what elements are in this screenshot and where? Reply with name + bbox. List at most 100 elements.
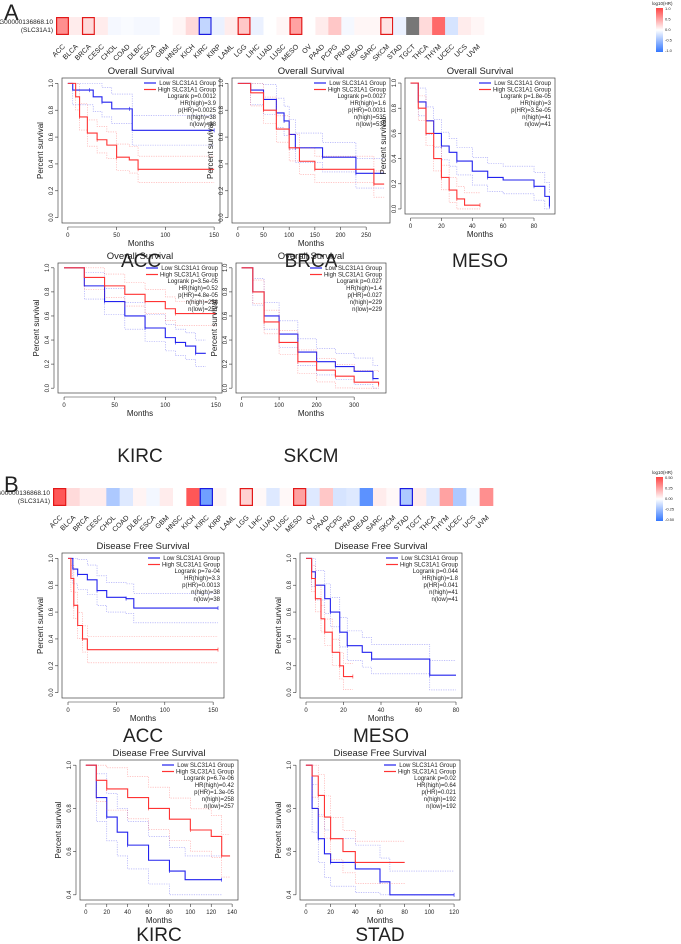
y-tick-label: 0.6	[287, 607, 293, 616]
row-label: ENSG00000136868.10	[0, 490, 50, 497]
plot-title: Overall Survival	[108, 66, 175, 77]
heatmap-cell	[199, 488, 214, 506]
y-tick-label: 0.2	[45, 359, 51, 368]
stat-text: Logrank p=0.027	[337, 279, 383, 285]
ci-line	[306, 558, 353, 664]
ci-line	[64, 267, 206, 367]
x-axis-label: Months	[368, 714, 394, 723]
significance-box	[293, 488, 307, 507]
stat-text: Logrank p=0.02	[414, 776, 457, 782]
stat-text: n(low)=535	[356, 122, 387, 128]
heatmap-cell	[306, 488, 320, 506]
stat-text: Logrank p=0.044	[413, 569, 459, 575]
ci-line	[85, 764, 231, 836]
y-tick-label: 0.6	[287, 847, 293, 856]
y-tick-label: 0.6	[219, 132, 225, 141]
x-tick-label: 80	[453, 708, 460, 714]
significance-box	[239, 488, 253, 507]
legend-entry: High SLC31A1 Group	[400, 563, 459, 569]
stat-text: p(HR)=0.0025	[178, 108, 217, 114]
heatmap-cell	[239, 488, 254, 506]
heatmap-cell	[399, 488, 414, 506]
y-tick-label: 0.4	[49, 159, 55, 168]
row-label: (SLC31A1)	[18, 498, 50, 505]
heatmap-cell	[198, 17, 212, 35]
survival-curve-high	[410, 82, 480, 206]
significance-box	[199, 488, 213, 507]
stat-text: n(low)=38	[193, 597, 220, 603]
plot-box	[79, 759, 239, 901]
survival-curve-low	[68, 557, 218, 609]
x-tick-label: 60	[415, 708, 422, 714]
survival-curve-high	[68, 557, 218, 651]
survival-curve-high	[67, 82, 215, 170]
panel-label-a: A	[4, 0, 19, 25]
heatmap-cell	[119, 488, 134, 506]
x-tick-label: 40	[352, 910, 359, 916]
x-tick-label: 20	[438, 224, 445, 230]
heatmap-cell	[66, 488, 80, 506]
y-tick-label: 1.0	[223, 263, 229, 272]
y-tick-label: 0.6	[49, 132, 55, 141]
x-tick-label: 0	[304, 708, 308, 714]
survival-curve-high	[64, 267, 216, 315]
survival-curve-low	[85, 764, 222, 881]
stat-text: n(high)=258	[186, 300, 219, 306]
cancer-label: MESO	[452, 251, 508, 272]
x-tick-label: 200	[336, 233, 347, 239]
legend-tick: 0.5	[665, 17, 671, 22]
heatmap-cell	[159, 488, 174, 506]
legend-entry: High SLC31A1 Group	[158, 88, 217, 94]
y-tick-label: 0.2	[219, 186, 225, 195]
y-tick-label: 0.8	[45, 287, 51, 296]
heatmap-cell	[279, 488, 294, 506]
category-label: UVM	[475, 514, 491, 530]
survival-curve-low	[306, 557, 456, 676]
ci-line	[68, 558, 218, 624]
legend-entry: Low SLC31A1 Group	[177, 763, 234, 769]
x-tick-label: 40	[469, 224, 476, 230]
x-tick-label: 140	[227, 910, 238, 916]
cancer-label: KIRC	[136, 925, 181, 944]
x-tick-label: 0	[84, 910, 88, 916]
y-tick-label: 1.0	[392, 78, 398, 87]
x-tick-label: 20	[340, 708, 347, 714]
heatmap-cell	[226, 488, 240, 506]
legend-tick: 0.0	[665, 27, 671, 32]
heatmap-cell	[146, 17, 161, 35]
x-tick-label: 0	[240, 403, 244, 409]
stat-text: n(low)=41	[431, 597, 458, 603]
heatmap-cell	[466, 488, 480, 506]
legend-tick: 1.0	[665, 6, 671, 11]
stat-text: n(low)=229	[352, 307, 383, 313]
y-tick-label: 0.4	[223, 335, 229, 344]
significance-box	[289, 17, 303, 35]
stat-text: HR(high)=3	[520, 101, 552, 107]
ci-line	[410, 82, 550, 210]
y-axis-label: Percent survival	[36, 122, 45, 179]
heatmap-cell	[393, 17, 407, 35]
heatmap-cell	[94, 17, 109, 35]
x-axis-label: Months	[128, 239, 154, 248]
y-tick-label: 0.8	[49, 105, 55, 114]
y-tick-label: 0.0	[49, 688, 55, 697]
y-tick-label: 1.0	[67, 760, 73, 769]
x-tick-label: 120	[206, 910, 217, 916]
ci-line	[306, 558, 456, 691]
ci-line	[306, 558, 456, 661]
ci-line	[85, 764, 222, 857]
y-tick-label: 0.2	[287, 661, 293, 670]
stat-text: p(HR)=0.0031	[348, 108, 387, 114]
heatmap-cell	[133, 488, 147, 506]
ci-line	[68, 558, 218, 637]
survival-curve-high	[306, 557, 353, 678]
cancer-label: MESO	[353, 726, 409, 747]
x-tick-label: 0	[304, 910, 308, 916]
plot-title: Overall Survival	[278, 66, 345, 77]
stat-text: HR(high)=1.8	[422, 576, 459, 582]
heatmap-cell	[173, 488, 187, 506]
x-tick-label: 150	[211, 403, 222, 409]
stat-text: p(HR)=1.3e-05	[194, 790, 235, 796]
y-tick-label: 0.8	[392, 103, 398, 112]
x-tick-label: 150	[209, 233, 220, 239]
